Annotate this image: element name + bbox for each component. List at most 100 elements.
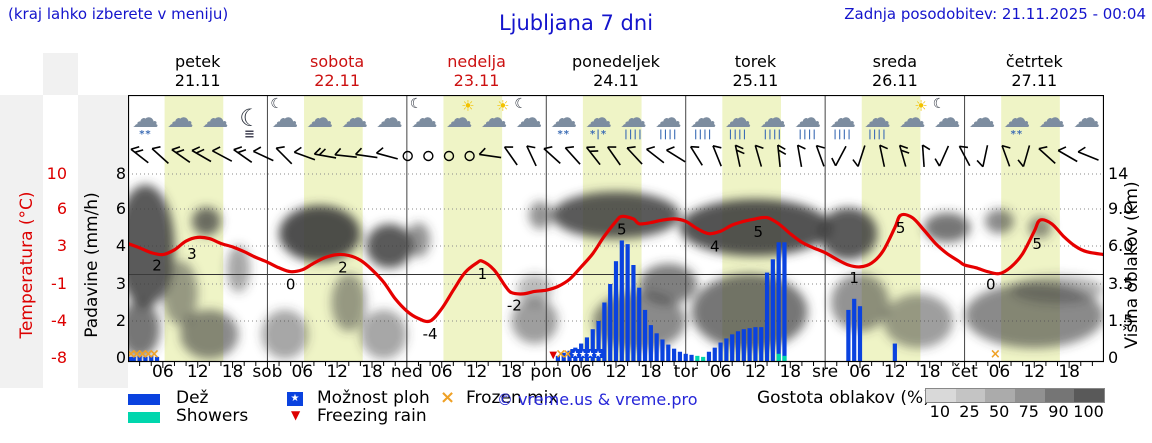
wind-barb-icon — [754, 144, 764, 167]
temperature-curve — [128, 212, 1104, 324]
frozen-mix-icon: × — [440, 387, 456, 408]
day-name: ponedeljek — [572, 52, 660, 71]
rain-bar — [648, 325, 653, 362]
rain-bar — [753, 327, 758, 362]
wind-barb-icon — [191, 146, 212, 163]
density-tick: 50 — [988, 402, 1010, 421]
wind-barb-icon — [252, 146, 274, 162]
wind-barb-icon — [526, 145, 537, 167]
wind-barb-icon — [1001, 144, 1011, 167]
rain-cloud-icon: ☁ |||| — [829, 102, 857, 140]
sun-cloud-icon: ☀ ☁ — [480, 97, 510, 134]
cloud-density-scale — [925, 388, 1105, 403]
day-date: 24.11 — [593, 71, 639, 90]
rain-swatch — [128, 394, 160, 405]
wind-barb-icon — [1038, 146, 1056, 164]
snow-cloud-icon: ☁ ** — [1003, 102, 1031, 140]
time-label: sre — [812, 362, 839, 382]
cloud-icon: ☁ — [201, 102, 229, 134]
temp-annotation: 3 — [187, 245, 197, 263]
legend-showers-label: Showers — [176, 406, 249, 426]
rain-bar — [642, 309, 648, 362]
wind-barb-icon — [503, 146, 518, 166]
day-header: četrtek 27.11 — [965, 52, 1104, 90]
wind-barb-icon — [1077, 146, 1099, 161]
wind-barb-icon — [130, 146, 149, 164]
wind-barb-icon — [275, 146, 293, 165]
menu-hint[interactable]: (kraj lahko izberete v meniju) — [8, 5, 229, 23]
rain-bar — [724, 338, 729, 362]
wind-barb-icon — [607, 146, 621, 166]
rain-bar — [654, 333, 659, 362]
day-name: četrtek — [1005, 52, 1063, 71]
rain-bar — [857, 306, 863, 362]
precipTicks-item: 8 — [115, 164, 126, 183]
wind-barb-icon — [976, 145, 989, 168]
rain-bar — [730, 334, 735, 362]
showers-bar — [782, 355, 787, 362]
day-date: 27.11 — [1011, 71, 1058, 90]
rain-bar — [625, 244, 630, 362]
rain-cloud-icon: ☁ |||| — [794, 102, 822, 140]
tempTicks-item: -8 — [51, 348, 67, 367]
temp-annotation: 0 — [286, 276, 296, 294]
time-label: pon — [530, 362, 563, 382]
moon-cloud-icon: ☾ ☁ — [409, 96, 438, 134]
wind-barb-icon — [712, 145, 722, 167]
day-name: nedelja — [447, 52, 506, 71]
rain-bar — [131, 356, 136, 362]
wind-barb-icon — [689, 145, 703, 166]
rain-bar — [555, 355, 561, 362]
rain-bar — [590, 329, 595, 362]
time-label: 12 — [744, 362, 767, 382]
calm-wind-icon — [402, 150, 413, 162]
rain-bar — [567, 350, 572, 362]
rain-bar — [631, 265, 636, 362]
day-header: nedelja 23.11 — [407, 52, 546, 90]
watermark-link[interactable]: © vreme.us & vreme.pro — [497, 390, 698, 409]
rain-bar — [619, 240, 624, 362]
wind-barb-icon — [293, 146, 316, 161]
sleet-cloud-icon: ☁ *|* — [585, 102, 613, 140]
ploh-star-marker: ★ — [594, 350, 602, 360]
sun-cloud-icon: ☀ ☁ — [898, 97, 928, 134]
rain-bar — [712, 347, 717, 362]
rain-bar — [137, 355, 142, 362]
rain-cloud-icon: ☁ |||| — [689, 102, 717, 140]
rain-bar — [143, 356, 148, 362]
cloud-icon: ☁ — [1038, 102, 1066, 134]
temp-annotation: 2 — [152, 257, 162, 275]
freezing-rain-icon: ▼ — [291, 408, 301, 422]
time-label: 12 — [605, 362, 627, 382]
wind-barb-icon — [879, 144, 888, 167]
frozen-mix-marker: × — [149, 347, 160, 362]
rain-cloud-icon: ☁ |||| — [654, 102, 682, 140]
wind-barb-icon — [171, 146, 191, 163]
wind-barb-icon — [212, 146, 233, 162]
frozen-mix-marker: × — [562, 347, 573, 362]
temp-annotation: 0 — [986, 276, 996, 294]
temp-annotation: 2 — [338, 259, 348, 277]
rain-bar — [154, 356, 160, 362]
frozen-mix-marker: × — [131, 347, 142, 362]
rain-bar — [770, 259, 775, 362]
time-label: 06 — [988, 362, 1011, 382]
temp-annotation: 5 — [896, 219, 906, 237]
sun-cloud-icon: ☀ ☁ — [445, 97, 475, 134]
wind-barb-icon — [646, 146, 665, 164]
last-update: Zadnja posodobitev: 21.11.2025 - 00:04 — [844, 5, 1146, 23]
wind-barb-icon — [921, 144, 931, 168]
daylight-band — [443, 96, 503, 361]
wind-barb-icon — [852, 145, 866, 167]
day-name: petek — [175, 52, 221, 71]
moon-cloud-icon: ☾ ☁ — [270, 96, 299, 134]
rain-bar — [660, 339, 665, 362]
density-tick: 100 — [1073, 402, 1104, 421]
rain-cloud-icon: ☁ |||| — [619, 102, 647, 140]
cloudTicks-item: 0 — [1108, 348, 1119, 367]
day-header: torek 25.11 — [686, 52, 825, 90]
tempTicks-item: -4 — [51, 311, 67, 330]
calm-wind-icon — [423, 150, 434, 162]
